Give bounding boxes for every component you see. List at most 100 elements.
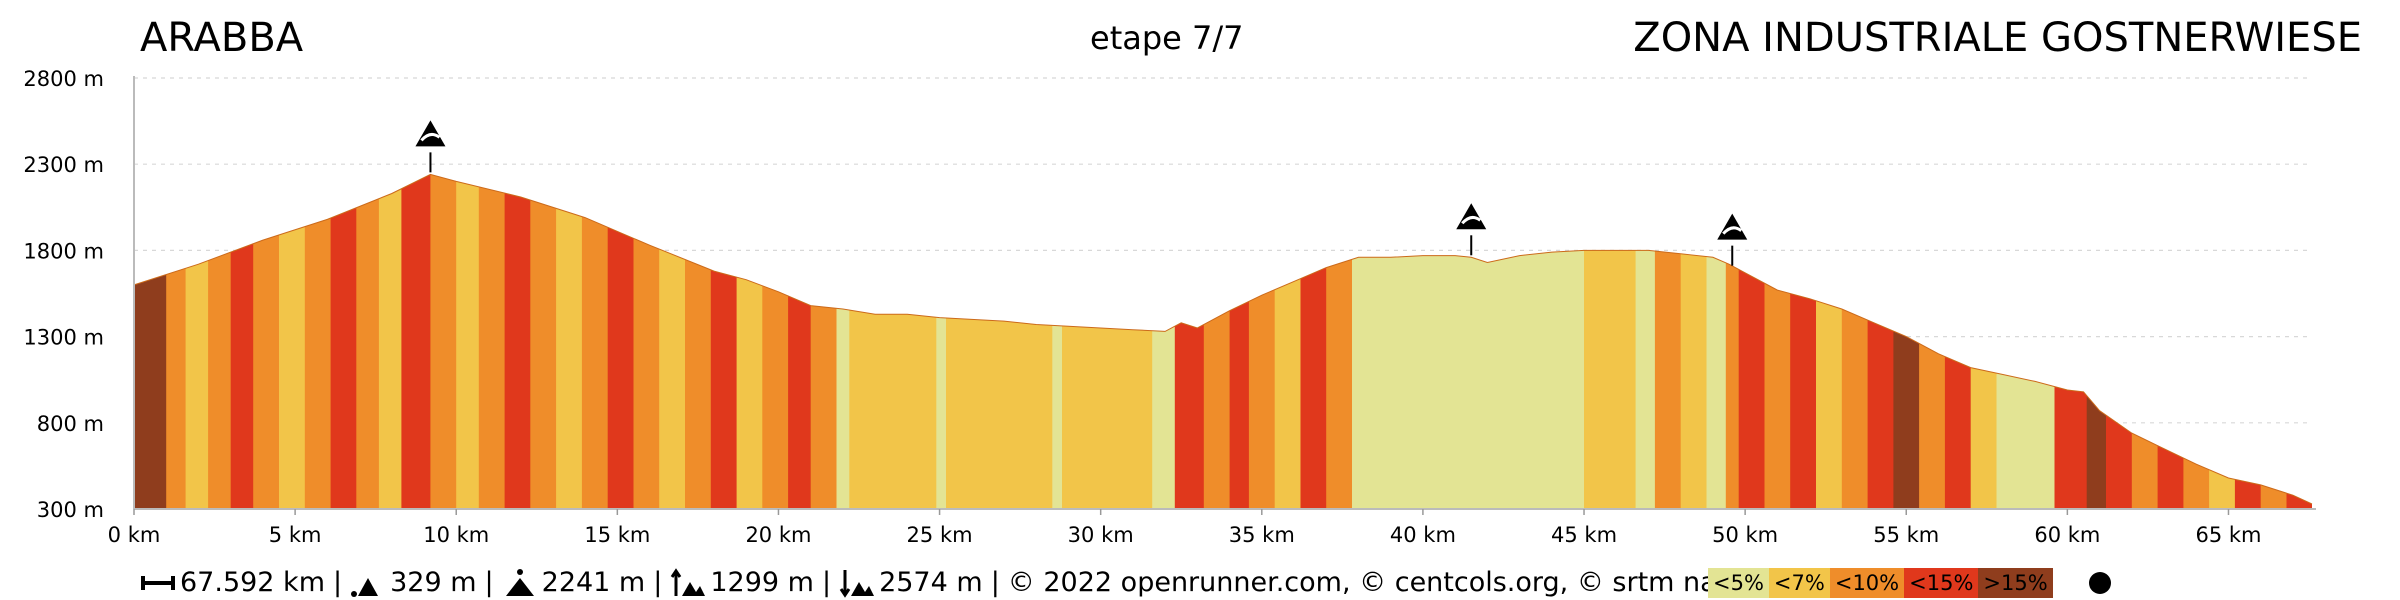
y-tick-label: 1800 m — [23, 239, 104, 263]
x-tick-label: 20 km — [745, 523, 811, 547]
y-tick-label: 2300 m — [23, 153, 104, 177]
gradient-band — [1248, 174, 1276, 509]
summit-road-line — [1722, 226, 1743, 235]
ascent-icon — [671, 568, 706, 596]
gradient-band — [1584, 174, 1637, 509]
gradient-band — [1635, 174, 1656, 509]
x-tick-label: 55 km — [1873, 523, 1939, 547]
gradient-legend: <5% <7% <10% <15% >15% — [1708, 566, 2111, 600]
gradient-band — [849, 174, 937, 509]
gradient-band — [788, 174, 812, 509]
x-tick-label: 25 km — [907, 523, 973, 547]
position-marker-icon — [2088, 572, 2111, 594]
gradient-band — [2234, 174, 2262, 509]
gradient-band — [504, 174, 531, 509]
gradient-band — [401, 174, 431, 509]
gradient-band — [208, 174, 232, 509]
gradient-band — [2260, 174, 2288, 509]
distance-value: 67.592 km — [180, 567, 325, 598]
legend-lt7: <7% — [1768, 568, 1830, 598]
gradient-band — [936, 174, 947, 509]
min-elevation-value: 329 m — [390, 567, 477, 598]
gradient-band — [2183, 174, 2210, 509]
gradient-band — [836, 174, 850, 509]
gradient-band — [1841, 174, 1869, 509]
gradient-band — [659, 174, 686, 509]
x-tick-label: 60 km — [2034, 523, 2100, 547]
gradient-band — [279, 174, 306, 509]
gradient-band — [166, 174, 187, 509]
gradient-band — [230, 174, 254, 509]
gradient-band — [304, 174, 332, 509]
x-tick-label: 30 km — [1068, 523, 1134, 547]
gradient-band — [1996, 174, 2056, 509]
gradient-band — [356, 174, 380, 509]
gradient-band — [2131, 174, 2159, 509]
x-tick-label: 65 km — [2195, 523, 2261, 547]
gradient-band — [685, 174, 712, 509]
gradient-band — [1706, 174, 1727, 509]
route-stats: 67.592 km | 329 m | 2241 m | 1299 m | 25… — [140, 566, 1747, 600]
gradient-band — [1816, 174, 1843, 509]
axes: 300 m 800 m 1300 m 1800 m 2300 m 2800 m 0 km 5 … — [23, 67, 2316, 547]
gradient-band — [2106, 174, 2133, 509]
gradient-band — [1867, 174, 1894, 509]
gradient-band — [607, 174, 635, 509]
summit-road-line — [420, 133, 441, 142]
summit-icon — [415, 120, 446, 173]
max-elevation-icon — [505, 569, 534, 596]
descent-icon — [839, 570, 875, 598]
gradient-band — [1919, 174, 1946, 509]
gradient-band — [456, 174, 480, 509]
gradient-band — [1790, 174, 1817, 509]
max-elevation-value: 2241 m — [541, 567, 646, 598]
summit-icon — [1456, 203, 1487, 256]
legend-lt15: <15% — [1904, 568, 1979, 598]
gradient-band — [1725, 174, 1740, 509]
gradient-band — [1352, 174, 1585, 509]
elevation-chart: 300 m 800 m 1300 m 1800 m 2300 m 2800 m 0 km 5 … — [23, 67, 2316, 547]
gradient-band — [1893, 174, 1920, 509]
gradient-band — [1300, 174, 1327, 509]
gradient-band — [530, 174, 557, 509]
gradient-band — [946, 174, 1053, 509]
ascent-value: 1299 m — [710, 567, 814, 598]
gradient-band — [581, 174, 609, 509]
x-tick-label: 0 km — [108, 523, 161, 547]
gradient-band — [1203, 174, 1231, 509]
gradient-band — [134, 174, 167, 509]
y-tick-label: 800 m — [37, 412, 104, 436]
gradient-band — [1738, 174, 1766, 509]
legend-gt15: >15% — [1978, 568, 2053, 598]
gradient-band — [378, 174, 403, 509]
x-tick-label: 50 km — [1712, 523, 1778, 547]
gradient-band — [330, 174, 357, 509]
x-tick-label: 15 km — [584, 523, 650, 547]
gradient-bands — [134, 174, 2312, 509]
gradient-band — [430, 174, 457, 509]
x-tick-label: 45 km — [1551, 523, 1617, 547]
gradient-band — [1326, 174, 1353, 509]
start-location: ARABBA — [140, 15, 304, 61]
gradient-band — [556, 174, 583, 509]
summit-icon — [1717, 213, 1748, 266]
y-tick-label: 1300 m — [23, 326, 104, 350]
gradient-band — [1062, 174, 1153, 509]
x-tick-label: 35 km — [1229, 523, 1295, 547]
gradient-band — [1052, 174, 1063, 509]
y-tick-label: 2800 m — [23, 67, 104, 91]
gradient-band — [1970, 174, 1998, 509]
credits: © 2022 openrunner.com, © centcols.org, ©… — [1007, 567, 1748, 598]
legend-lt10: <10% — [1829, 568, 1905, 598]
gradient-band — [1680, 174, 1708, 509]
gradient-band — [253, 174, 280, 509]
descent-value: 2574 m — [879, 567, 983, 598]
gradient-band — [736, 174, 763, 509]
gradient-band — [1152, 174, 1176, 509]
min-elevation-icon — [351, 578, 379, 597]
distance-icon — [141, 576, 175, 590]
gradient-band — [1174, 174, 1205, 509]
gradient-band — [2157, 174, 2184, 509]
x-tick-label: 40 km — [1390, 523, 1456, 547]
gradient-band — [710, 174, 738, 509]
